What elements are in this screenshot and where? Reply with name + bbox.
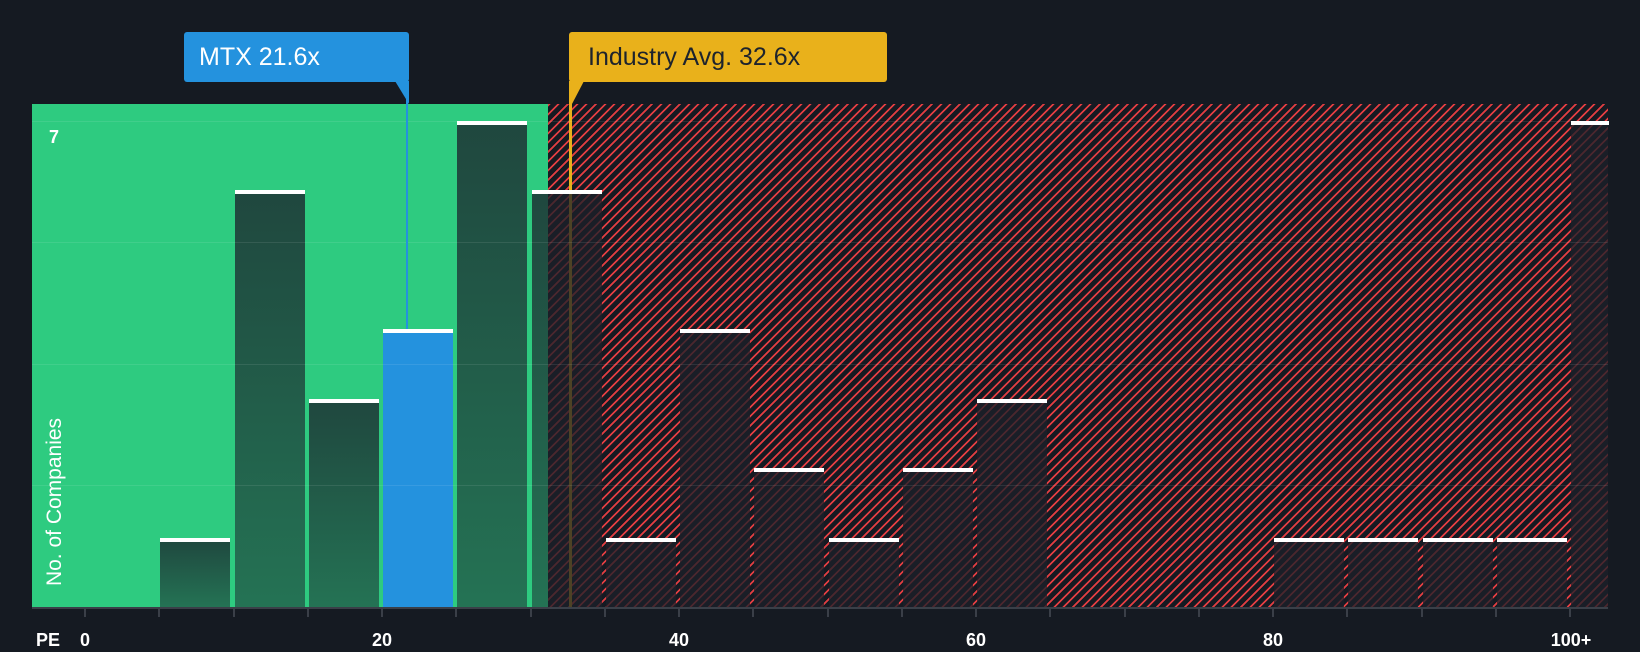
- y-axis-max-label: 7: [49, 127, 60, 147]
- histogram-bar: [531, 190, 548, 607]
- histogram-bar: [234, 190, 305, 607]
- x-axis-tick: [900, 609, 903, 617]
- x-tick-label: 40: [668, 630, 690, 650]
- bar-top-cap: [457, 120, 528, 125]
- histogram-bar: [1571, 120, 1608, 607]
- bar-top-cap: [680, 329, 750, 334]
- bar-top-cap: [1571, 120, 1609, 125]
- x-axis-title: PE: [36, 630, 61, 650]
- x-axis-tick: [826, 609, 829, 617]
- histogram-bar: [548, 190, 602, 607]
- bar-top-cap: [828, 537, 899, 542]
- histogram-bar: [902, 468, 973, 607]
- x-axis-tick: [1123, 609, 1126, 617]
- y-axis-title: No. of Companies: [43, 417, 66, 587]
- histogram-bar: [680, 329, 750, 607]
- gridline: [32, 364, 1608, 365]
- x-axis-tick: [381, 609, 383, 617]
- bar-top-cap: [160, 537, 231, 542]
- x-axis-tick: [1420, 609, 1423, 617]
- gridline: [32, 121, 1608, 122]
- histogram-bar: [457, 120, 528, 607]
- x-axis-tick: [158, 609, 161, 617]
- x-axis-tick: [1049, 609, 1052, 617]
- x-axis-tick: [678, 609, 680, 617]
- bar-top-cap: [1348, 537, 1419, 542]
- industry-callout-pointer: [569, 81, 584, 104]
- histogram-bar: [754, 468, 825, 607]
- histogram-bar: [977, 398, 1047, 607]
- industry-avg-label: Industry Avg. 32.6x: [588, 43, 801, 71]
- histogram-bar: [1274, 537, 1344, 607]
- x-tick-label: 80: [1262, 630, 1284, 650]
- bar-top-cap: [1496, 537, 1567, 542]
- gridline: [32, 485, 1608, 486]
- company-bar: [383, 329, 453, 607]
- bar-top-cap: [1422, 537, 1493, 542]
- x-tick-label: 60: [965, 630, 987, 650]
- histogram-bar: [160, 537, 231, 607]
- bar-top-cap: [605, 537, 676, 542]
- company-pe-line: [405, 82, 408, 330]
- bar-top-cap: [977, 398, 1047, 403]
- company-pe-callout: MTX 21.6x: [184, 32, 409, 82]
- histogram-bar: [1496, 537, 1567, 607]
- bar-top-cap: [754, 468, 825, 473]
- x-axis-tick: [306, 609, 309, 617]
- bar-top-cap: [234, 190, 305, 195]
- x-axis-tick: [752, 609, 755, 617]
- x-axis-tick: [603, 609, 606, 617]
- x-axis-tick: [1569, 609, 1571, 617]
- above-industry-hatched-region: [548, 104, 1608, 607]
- x-axis-tick: [1494, 609, 1497, 617]
- x-axis-tick: [1197, 609, 1200, 617]
- x-axis-tick: [232, 609, 235, 617]
- x-tick-label: 20: [371, 630, 393, 650]
- x-axis-tick: [1346, 609, 1349, 617]
- histogram-bar: [308, 398, 379, 607]
- bar-top-cap: [1274, 537, 1344, 542]
- x-tick-label: 0: [79, 630, 91, 650]
- histogram-bar: [1348, 537, 1419, 607]
- bar-top-cap: [308, 398, 379, 403]
- x-tick-label: 100+: [1550, 630, 1592, 650]
- bar-top-cap: [383, 329, 453, 334]
- below-industry-region: [32, 104, 548, 607]
- bar-top-cap: [902, 468, 973, 473]
- histogram-bar: [828, 537, 899, 607]
- gridline: [32, 242, 1608, 243]
- x-axis-tick: [455, 609, 458, 617]
- x-axis-tick: [84, 609, 86, 617]
- industry-avg-callout: Industry Avg. 32.6x: [569, 32, 887, 82]
- x-axis-line: [32, 607, 1608, 609]
- company-pe-label: MTX 21.6x: [199, 43, 320, 71]
- x-axis-tick: [529, 609, 532, 617]
- bar-top-cap: [531, 190, 602, 195]
- x-axis-tick: [975, 609, 977, 617]
- histogram-bar: [605, 537, 676, 607]
- x-axis-tick: [1272, 609, 1274, 617]
- histogram-bar: [1422, 537, 1493, 607]
